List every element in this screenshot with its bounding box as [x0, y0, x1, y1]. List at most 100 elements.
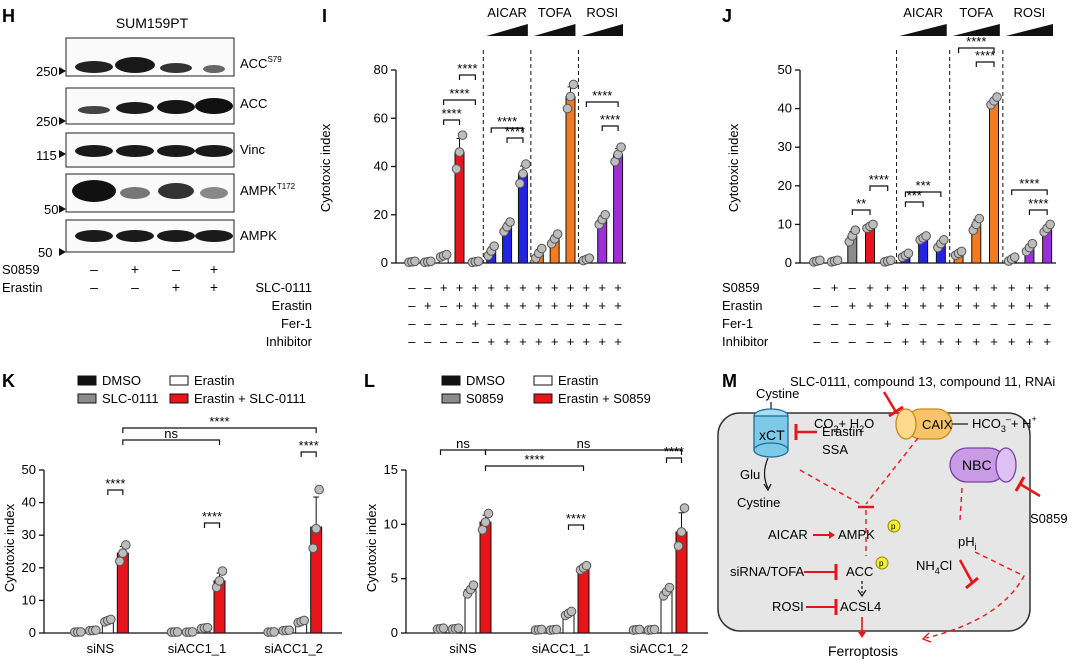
replicate-point: [903, 248, 914, 259]
condition-sign: +: [487, 334, 495, 349]
significance-label: ****: [664, 444, 684, 459]
blot-sign: –: [90, 261, 98, 277]
replicate-point: [921, 231, 931, 241]
condition-sign: +: [503, 280, 511, 295]
replicate-point: [76, 627, 86, 637]
replicate-point: [214, 576, 225, 586]
ferroptosis-label: Ferroptosis: [828, 643, 898, 659]
condition-sign: +: [614, 298, 622, 313]
condition-sign: –: [408, 334, 416, 349]
condition-sign: –: [440, 334, 448, 349]
significance-label: ****: [299, 438, 319, 453]
treatment-header-label: AICAR: [903, 5, 943, 20]
row-label-j-s0859: S0859: [722, 280, 760, 295]
condition-sign: +: [1026, 298, 1034, 313]
condition-sign: +: [1043, 298, 1051, 313]
condition-sign: +: [424, 298, 432, 313]
legend-label: Erastin: [194, 373, 234, 388]
condition-sign: +: [472, 316, 480, 331]
dose-wedge: [1005, 24, 1053, 36]
significance-label: ****: [524, 452, 544, 467]
y-tick-label: 5: [391, 571, 398, 586]
significance-label: ***: [916, 178, 931, 193]
y-tick-label: 10: [384, 516, 398, 531]
y-tick-label: 30: [778, 139, 792, 154]
condition-sign: +: [884, 316, 892, 331]
inhibition-bar: [888, 405, 904, 418]
significance-bracket: [957, 47, 995, 53]
condition-sign: –: [849, 280, 857, 295]
bar: [577, 567, 590, 634]
xct-transporter-bottom: [753, 442, 789, 458]
condition-sign: –: [831, 298, 839, 313]
significance-bracket: [490, 127, 524, 133]
legend-swatch: [441, 375, 461, 386]
condition-sign: +: [1026, 280, 1034, 295]
condition-sign: –: [849, 316, 857, 331]
condition-sign: –: [440, 316, 448, 331]
significance-bracket: [458, 74, 476, 80]
blot-band: [116, 145, 154, 157]
condition-sign: –: [488, 316, 496, 331]
replicate-point: [172, 627, 183, 637]
condition-sign: +: [937, 280, 945, 295]
condition-sign: +: [583, 298, 591, 313]
legend-label: Erastin: [558, 373, 598, 388]
replicate-point: [566, 606, 577, 617]
condition-sign: –: [456, 334, 464, 349]
replicate-point: [634, 624, 645, 635]
replicate-point: [815, 255, 825, 266]
replicate-point: [284, 625, 294, 635]
condition-sign: +: [551, 334, 559, 349]
replicate-point: [1009, 252, 1020, 263]
replicate-point: [454, 147, 465, 157]
significance-bracket: [506, 137, 524, 143]
replicate-point: [568, 79, 579, 90]
caix-label: CAIX: [922, 417, 953, 432]
intracellular-ph-label: pHi: [958, 534, 977, 552]
condition-sign: +: [551, 298, 559, 313]
blot-band: [75, 61, 113, 73]
replicate-point: [992, 92, 1002, 102]
blot-sign: –: [90, 279, 98, 295]
condition-sign: +: [955, 334, 963, 349]
replicate-point: [438, 623, 449, 634]
replicate-point: [457, 130, 468, 140]
replicate-point: [850, 225, 861, 235]
x-tick-label: siACC1_2: [630, 641, 689, 656]
condition-sign: +: [472, 280, 480, 295]
bar: [613, 153, 624, 264]
condition-sign: +: [519, 298, 527, 313]
dashed-path-ph-ferroptosis: [925, 551, 1025, 639]
significance-bracket: [904, 191, 942, 197]
bicarbonate-label: HCO3–+ H+: [972, 414, 1037, 434]
replicate-point: [269, 627, 279, 637]
legend-swatch: [533, 375, 553, 386]
condition-sign: –: [583, 316, 591, 331]
y-tick-label: 20: [22, 560, 36, 575]
condition-sign: +: [598, 298, 606, 313]
condition-sign: +: [487, 298, 495, 313]
arrowhead: [921, 632, 932, 643]
condition-sign: –: [955, 316, 963, 331]
y-tick-label: 40: [374, 159, 388, 174]
chart-panel-l: L Cytotoxic index DMSO S0859 Erastin Erasti…: [364, 371, 708, 656]
legend-swatch: [169, 375, 189, 386]
rosi-label: ROSI: [772, 599, 804, 614]
replicate-point: [483, 508, 494, 519]
replicate-point: [505, 217, 515, 227]
condition-sign: +: [902, 334, 910, 349]
significance-bracket: [1028, 209, 1048, 215]
condition-sign: +: [919, 334, 927, 349]
s0859-inhibition-line: [1019, 482, 1041, 498]
condition-sign: +: [972, 298, 980, 313]
y-tick-label: 10: [778, 216, 792, 231]
acsl4-node-label: ACSL4: [840, 599, 881, 614]
y-axis-label-j: Cytotoxic index: [726, 123, 741, 212]
condition-sign: +: [937, 298, 945, 313]
replicate-point: [308, 543, 318, 554]
condition-sign: –: [990, 316, 998, 331]
y-tick-label: 30: [22, 527, 36, 542]
aicar-label: AICAR: [768, 527, 808, 542]
